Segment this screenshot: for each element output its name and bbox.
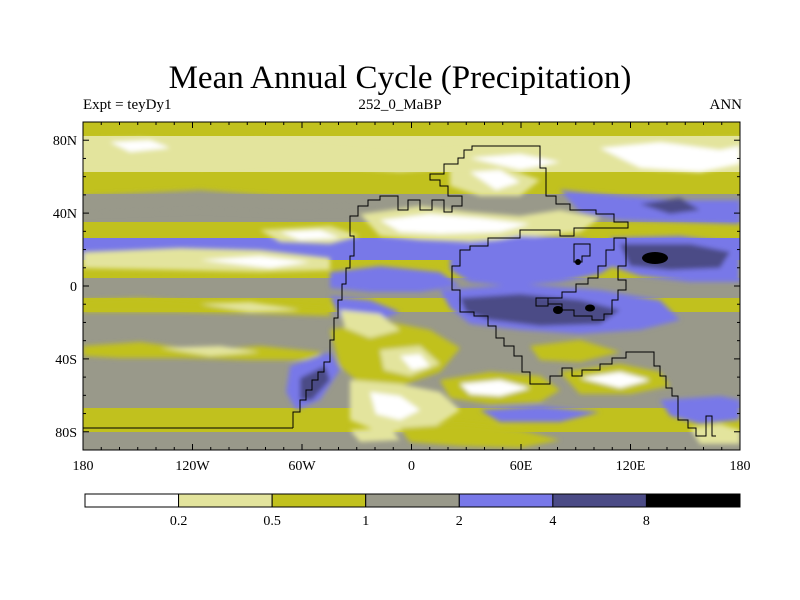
y-tick-label: 40N bbox=[53, 207, 77, 222]
x-tick-label: 60E bbox=[510, 459, 533, 474]
colorbar-swatch bbox=[552, 493, 647, 508]
y-tick-label: 40S bbox=[55, 353, 77, 368]
experiment-label: Expt = teyDy1 bbox=[83, 97, 172, 113]
colorbar-swatch bbox=[271, 493, 367, 508]
colorbar-swatch bbox=[365, 493, 460, 508]
x-tick-label: 120W bbox=[175, 459, 210, 474]
colorbar-swatch bbox=[645, 493, 741, 508]
colorbar-swatch bbox=[84, 493, 180, 508]
y-tick-label: 80S bbox=[55, 426, 77, 441]
colorbar-label: 8 bbox=[643, 514, 650, 529]
colorbar-label: 2 bbox=[456, 514, 463, 529]
colorbar-label: 1 bbox=[362, 514, 369, 529]
x-tick-label: 0 bbox=[408, 459, 415, 474]
x-tick-label: 180 bbox=[730, 459, 751, 474]
colorbar-label: 4 bbox=[549, 514, 556, 529]
colorbar-label: 0.5 bbox=[263, 514, 281, 529]
chart-title: Mean Annual Cycle (Precipitation) bbox=[168, 60, 632, 96]
colorbar-label: 0.2 bbox=[170, 514, 188, 529]
y-tick-label: 0 bbox=[70, 280, 77, 295]
colorbar-swatch bbox=[458, 493, 554, 508]
y-tick-label: 80N bbox=[53, 134, 77, 149]
x-tick-label: 120E bbox=[616, 459, 646, 474]
period-label: 252_0_MaBP bbox=[358, 97, 442, 113]
precipitation-field bbox=[83, 122, 740, 450]
colorbar-swatch bbox=[178, 493, 273, 508]
season-label: ANN bbox=[709, 97, 743, 113]
x-tick-label: 60W bbox=[288, 459, 316, 474]
x-tick-label: 180 bbox=[73, 459, 94, 474]
